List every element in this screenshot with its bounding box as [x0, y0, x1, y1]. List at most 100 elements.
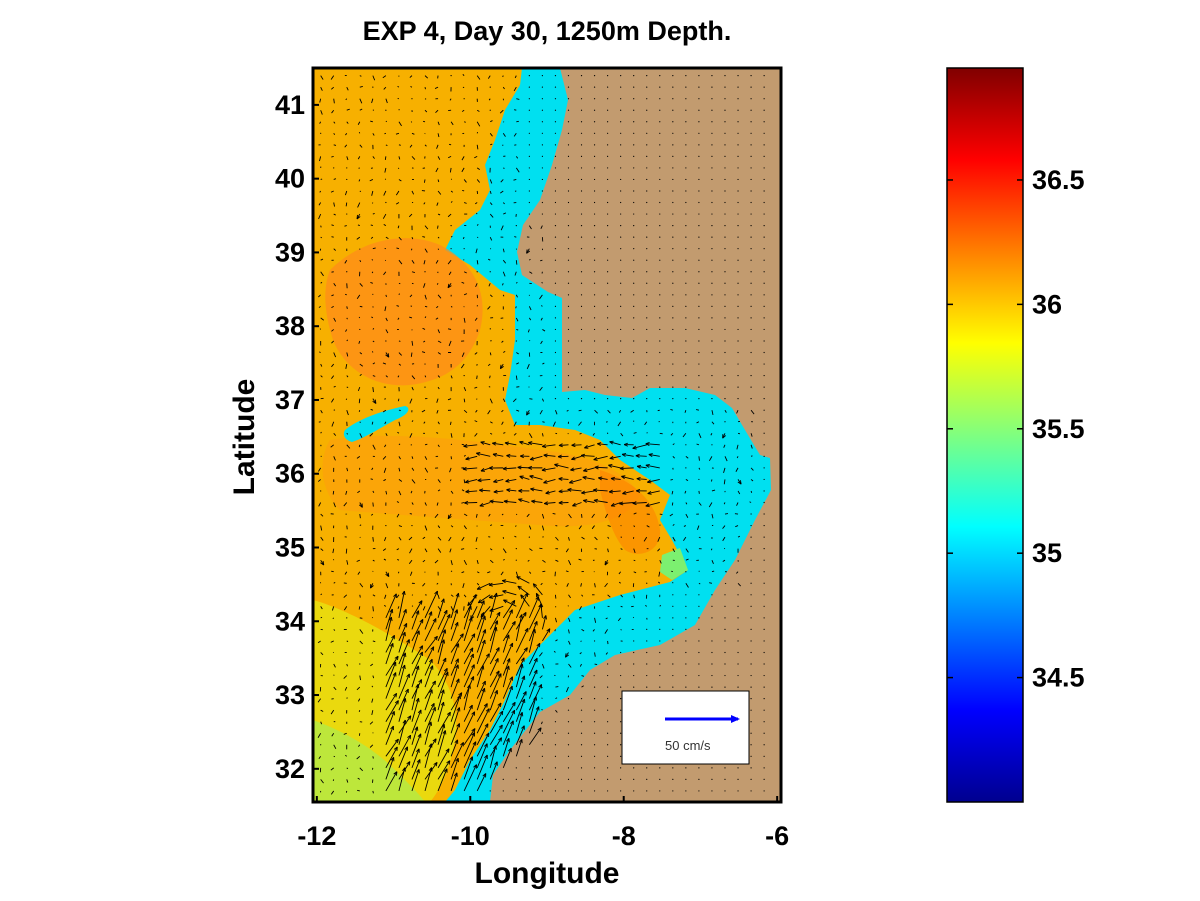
velocity-arrow [346, 375, 349, 378]
velocity-arrow [568, 513, 572, 519]
velocity-dot [567, 698, 570, 700]
velocity-dot [672, 224, 674, 227]
velocity-dot [724, 167, 726, 169]
velocity-arrow [489, 658, 499, 676]
velocity-arrow [633, 594, 635, 599]
velocity-dot [620, 201, 622, 204]
velocity-dot [620, 686, 622, 688]
velocity-arrow [502, 665, 510, 688]
velocity-arrow [529, 571, 532, 574]
velocity-arrow [398, 179, 402, 182]
velocity-dot [724, 201, 726, 204]
velocity-dot [567, 398, 570, 400]
velocity-dot [646, 190, 648, 192]
velocity-dot [750, 721, 752, 723]
velocity-arrow [488, 156, 491, 158]
velocity-dot [750, 213, 752, 215]
velocity-dot [554, 755, 557, 757]
velocity-arrowhead [456, 707, 461, 712]
velocity-arrowhead [456, 723, 461, 728]
velocity-arrow [672, 548, 676, 553]
velocity-arrow [463, 179, 467, 183]
velocity-arrowhead [447, 514, 452, 520]
velocity-arrow [450, 594, 454, 597]
velocity-arrow [579, 432, 582, 435]
velocity-arrow [489, 398, 493, 404]
velocity-arrow [422, 582, 426, 587]
velocity-arrowhead [432, 706, 436, 712]
velocity-arrowhead [635, 453, 640, 458]
velocity-dot [593, 190, 596, 192]
velocity-arrow [463, 728, 476, 746]
velocity-arrow [594, 409, 599, 414]
velocity-dot [711, 213, 713, 215]
velocity-arrow [331, 398, 335, 403]
velocity-arrow [411, 726, 418, 745]
velocity-arrow [397, 606, 400, 609]
velocity-dot [620, 755, 622, 757]
velocity-dot [593, 236, 596, 238]
velocity-arrow [331, 570, 334, 573]
velocity-arrow [384, 512, 387, 515]
velocity-arrow [372, 328, 375, 330]
velocity-dot [567, 167, 570, 169]
velocity-arrow [357, 490, 361, 494]
velocity-arrow [436, 410, 439, 414]
velocity-dot [672, 213, 674, 215]
velocity-arrow [502, 621, 516, 642]
velocity-arrow [722, 525, 726, 529]
colorbar-tick-label: 36 [1032, 289, 1062, 319]
velocity-arrow [411, 340, 414, 346]
velocity-arrow [463, 684, 471, 711]
velocity-arrow [514, 75, 517, 79]
velocity-arrow [383, 479, 387, 482]
velocity-arrow [382, 409, 387, 413]
velocity-arrow [502, 701, 516, 722]
velocity-dot [554, 213, 557, 215]
velocity-dot [750, 363, 752, 365]
velocity-arrow [333, 502, 336, 508]
velocity-arrow [398, 156, 401, 160]
velocity-arrowhead [390, 756, 395, 762]
velocity-dot [593, 386, 596, 388]
velocity-dot [763, 144, 765, 146]
velocity-arrow [476, 236, 479, 239]
velocity-dot [541, 767, 543, 769]
velocity-arrow [569, 478, 582, 484]
velocity-arrow [515, 281, 518, 284]
velocity-arrow [331, 340, 335, 344]
velocity-arrow [318, 502, 322, 507]
velocity-arrow [382, 75, 387, 79]
velocity-dot [593, 259, 596, 261]
velocity-arrow [344, 225, 347, 227]
velocity-dot [711, 305, 713, 307]
velocity-dot [672, 328, 674, 331]
velocity-dot [685, 663, 687, 665]
velocity-dot [763, 109, 765, 111]
velocity-arrow [460, 548, 465, 550]
velocity-arrowhead [594, 465, 599, 470]
velocity-arrow [541, 398, 544, 402]
colorbar-tick-label: 35.5 [1032, 414, 1085, 444]
velocity-arrow [356, 755, 361, 760]
velocity-arrow [487, 409, 491, 415]
velocity-arrow [450, 190, 454, 193]
velocity-arrowhead [557, 454, 562, 459]
velocity-arrowhead [480, 613, 485, 618]
velocity-arrowhead [418, 600, 423, 605]
velocity-arrow [597, 443, 608, 446]
velocity-arrow [541, 708, 543, 711]
velocity-arrow [331, 224, 334, 227]
velocity-dot [646, 374, 648, 377]
velocity-arrow [461, 443, 465, 446]
velocity-arrow [698, 536, 701, 539]
velocity-arrow [423, 340, 426, 343]
velocity-dot [633, 144, 635, 146]
velocity-arrow [398, 259, 403, 265]
velocity-arrow [658, 571, 661, 577]
velocity-arrow [320, 375, 323, 378]
velocity-dot [672, 605, 674, 607]
velocity-dot [607, 790, 609, 792]
velocity-dot [711, 628, 713, 631]
velocity-arrow [671, 490, 674, 495]
